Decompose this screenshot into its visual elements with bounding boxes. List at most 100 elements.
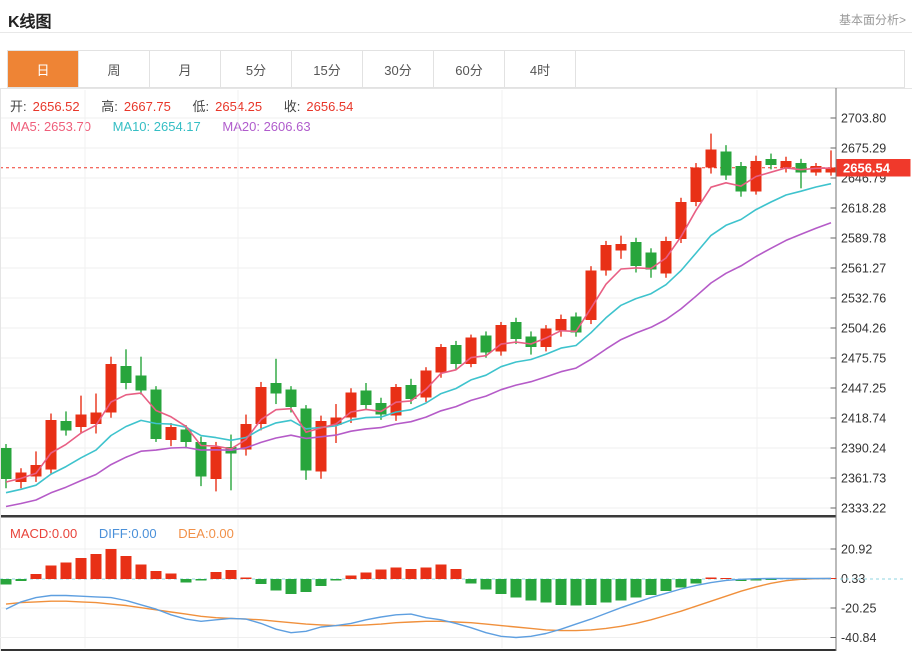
macd-hist-bar	[420, 567, 432, 579]
candle-body	[615, 244, 627, 251]
macd-hist-bar	[120, 556, 132, 579]
candle-body	[150, 389, 162, 439]
high-value: 2667.75	[123, 99, 171, 114]
close-value: 2656.54	[306, 99, 354, 114]
candle-body	[330, 417, 342, 426]
macd-hist-bar	[285, 579, 297, 595]
macd-hist-bar	[495, 579, 507, 595]
macd-y-axis-label: -40.84	[841, 631, 876, 645]
macd-hist-bar	[195, 579, 207, 581]
tab-item-3[interactable]: 5分	[221, 51, 292, 87]
macd-hist-bar	[435, 564, 447, 579]
ma5-value: MA5: 2653.70	[10, 119, 91, 134]
chart-top-border	[0, 88, 912, 89]
candle-body	[720, 151, 732, 176]
macd-hist-bar	[0, 579, 12, 585]
candle-body	[690, 167, 702, 202]
macd-hist-bar	[570, 579, 582, 606]
candle-body	[795, 163, 807, 173]
candle-body	[0, 448, 12, 479]
ma20-line	[5, 221, 832, 508]
macd-hist-bar	[135, 564, 147, 579]
candle-body	[135, 375, 147, 391]
candle-body	[75, 414, 87, 428]
candle-body	[420, 370, 432, 398]
macd-hist-bar	[360, 572, 372, 579]
candle-body	[705, 149, 717, 168]
candle-body	[570, 316, 582, 333]
macd-hist-bar	[690, 579, 702, 584]
macd-hist-bar	[465, 579, 477, 584]
y-axis-label: 2589.78	[841, 231, 886, 245]
candle-body	[315, 420, 327, 472]
candle-body	[780, 160, 792, 168]
fundamental-analysis-link[interactable]: 基本面分析>	[838, 13, 906, 27]
open-value: 2656.52	[32, 99, 80, 114]
y-axis-label: 2390.24	[841, 441, 886, 455]
macd-hist-bar	[165, 573, 177, 579]
macd-hist-bar	[660, 579, 672, 592]
macd-hist-bar	[345, 575, 357, 579]
macd-hist-bar	[150, 571, 162, 579]
macd-hist-bar	[105, 548, 117, 579]
macd-hist-bar	[330, 579, 342, 581]
candle-body	[555, 318, 567, 331]
candle-body	[600, 245, 612, 271]
tab-item-7[interactable]: 4时	[505, 51, 576, 87]
macd-hist-bar	[90, 553, 102, 579]
low-label: 低:	[192, 99, 210, 114]
candle-body	[360, 390, 372, 406]
ma10-value: MA10: 2654.17	[112, 119, 201, 134]
macd-hist-bar	[240, 577, 252, 579]
y-axis-label: 2475.75	[841, 352, 886, 366]
open-label: 开:	[10, 99, 27, 114]
candle-body	[60, 420, 72, 431]
y-axis-label: 2675.29	[841, 142, 886, 156]
candle-body	[210, 447, 222, 479]
tab-item-4[interactable]: 15分	[292, 51, 363, 87]
low-value: 2654.25	[215, 99, 263, 114]
macd-hist-bar	[30, 573, 42, 579]
macd-hist-bar	[315, 579, 327, 587]
macd-value: MACD:0.00	[10, 526, 78, 541]
y-axis-label: 2532.76	[841, 292, 886, 306]
y-axis-label: 2504.26	[841, 321, 886, 335]
y-axis-label: 2618.28	[841, 202, 886, 216]
macd-hist-bar	[525, 579, 537, 601]
title-divider	[0, 32, 912, 33]
candle-body	[165, 427, 177, 440]
dea-line	[5, 577, 832, 632]
macd-hist-bar	[15, 579, 27, 582]
candle-body	[120, 366, 132, 383]
macd-hist-bar	[375, 569, 387, 579]
tab-item-5[interactable]: 30分	[363, 51, 434, 87]
ma5-line	[5, 167, 832, 483]
candle-body	[675, 201, 687, 239]
ma10-line	[5, 182, 832, 494]
candle-body	[525, 336, 537, 348]
macd-y-axis-label: -20.25	[841, 602, 876, 616]
macd-hist-bar	[405, 568, 417, 579]
macd-hist-bar	[255, 579, 267, 585]
candle-body	[90, 412, 102, 425]
candle-body	[765, 158, 777, 166]
tab-item-1[interactable]: 周	[79, 51, 150, 87]
macd-hist-bar	[450, 568, 462, 579]
candle-body	[45, 419, 57, 470]
candle-body	[435, 347, 447, 373]
ma20-value: MA20: 2606.63	[222, 119, 311, 134]
panel-separator	[0, 515, 836, 518]
macd-hist-bar	[60, 562, 72, 579]
candle-body	[180, 429, 192, 442]
macd-hist-bar	[720, 578, 732, 579]
macd-hist-bar	[390, 567, 402, 579]
tab-item-0[interactable]: 日	[8, 51, 79, 87]
macd-hist-bar	[480, 579, 492, 590]
kline-chart[interactable]: 2703.802675.292646.792618.282589.782561.…	[0, 88, 912, 653]
candle-body	[15, 472, 27, 482]
tab-item-6[interactable]: 60分	[434, 51, 505, 87]
candle-body	[510, 321, 522, 339]
y-axis-label: 2447.25	[841, 381, 886, 395]
tab-item-2[interactable]: 月	[150, 51, 221, 87]
